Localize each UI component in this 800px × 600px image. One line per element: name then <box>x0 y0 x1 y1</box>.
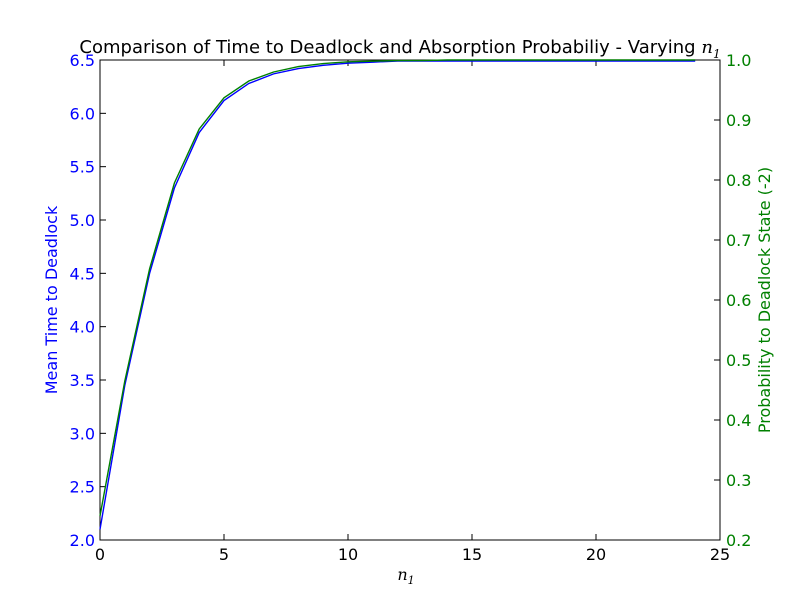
probability-series-line <box>99 59 696 517</box>
right-y-tick-label: 0.7 <box>726 231 751 250</box>
left-y-axis-label: Mean Time to Deadlock <box>42 205 61 394</box>
chart-title-text: Comparison of Time to Deadlock and Absor… <box>79 37 695 58</box>
x-tick-label: 20 <box>586 545 606 564</box>
right-y-tick-label: 0.2 <box>726 531 751 550</box>
right-y-tick-label: 0.8 <box>726 171 751 190</box>
left-y-tick-label: 5.5 <box>70 158 95 177</box>
x-axis-label-math: n <box>397 565 407 584</box>
x-tick-label: 0 <box>95 545 105 564</box>
right-y-axis-ticks: 0.2 0.3 0.4 0.5 0.6 0.7 0.8 0.9 1.0 <box>714 51 751 550</box>
left-y-tick-label: 3.5 <box>70 371 95 390</box>
right-y-tick-label: 0.5 <box>726 351 751 370</box>
x-tick-label: 10 <box>338 545 358 564</box>
left-y-tick-label: 4.5 <box>70 264 95 283</box>
plot-area <box>99 59 721 541</box>
left-y-tick-label: 4.0 <box>70 318 95 337</box>
x-axis-label: n1 <box>397 565 414 587</box>
left-y-tick-label: 2.0 <box>70 531 95 550</box>
left-y-tick-label: 6.0 <box>70 104 95 123</box>
x-tick-label: 5 <box>219 545 229 564</box>
right-y-tick-label: 0.6 <box>726 291 751 310</box>
right-y-tick-label: 0.9 <box>726 111 751 130</box>
x-tick-label: 15 <box>462 545 482 564</box>
x-axis-label-math-sub: 1 <box>408 574 415 587</box>
chart-title-math: n <box>701 37 713 58</box>
chart-title-math-sub: 1 <box>713 47 721 61</box>
left-y-tick-label: 6.5 <box>70 51 95 70</box>
x-axis-ticks: 0 5 10 15 20 25 <box>95 60 730 564</box>
left-y-tick-label: 3.0 <box>70 424 95 443</box>
right-y-tick-label: 1.0 <box>726 51 751 70</box>
left-y-tick-label: 2.5 <box>70 478 95 497</box>
series-group <box>99 59 696 530</box>
x-tick-label: 25 <box>710 545 730 564</box>
right-y-tick-label: 0.3 <box>726 471 751 490</box>
left-y-tick-label: 5.0 <box>70 211 95 230</box>
right-y-axis-label: Probability to Deadlock State (-2) <box>755 167 774 433</box>
chart-title: Comparison of Time to Deadlock and Absor… <box>79 37 720 61</box>
right-y-tick-label: 0.4 <box>726 411 751 430</box>
